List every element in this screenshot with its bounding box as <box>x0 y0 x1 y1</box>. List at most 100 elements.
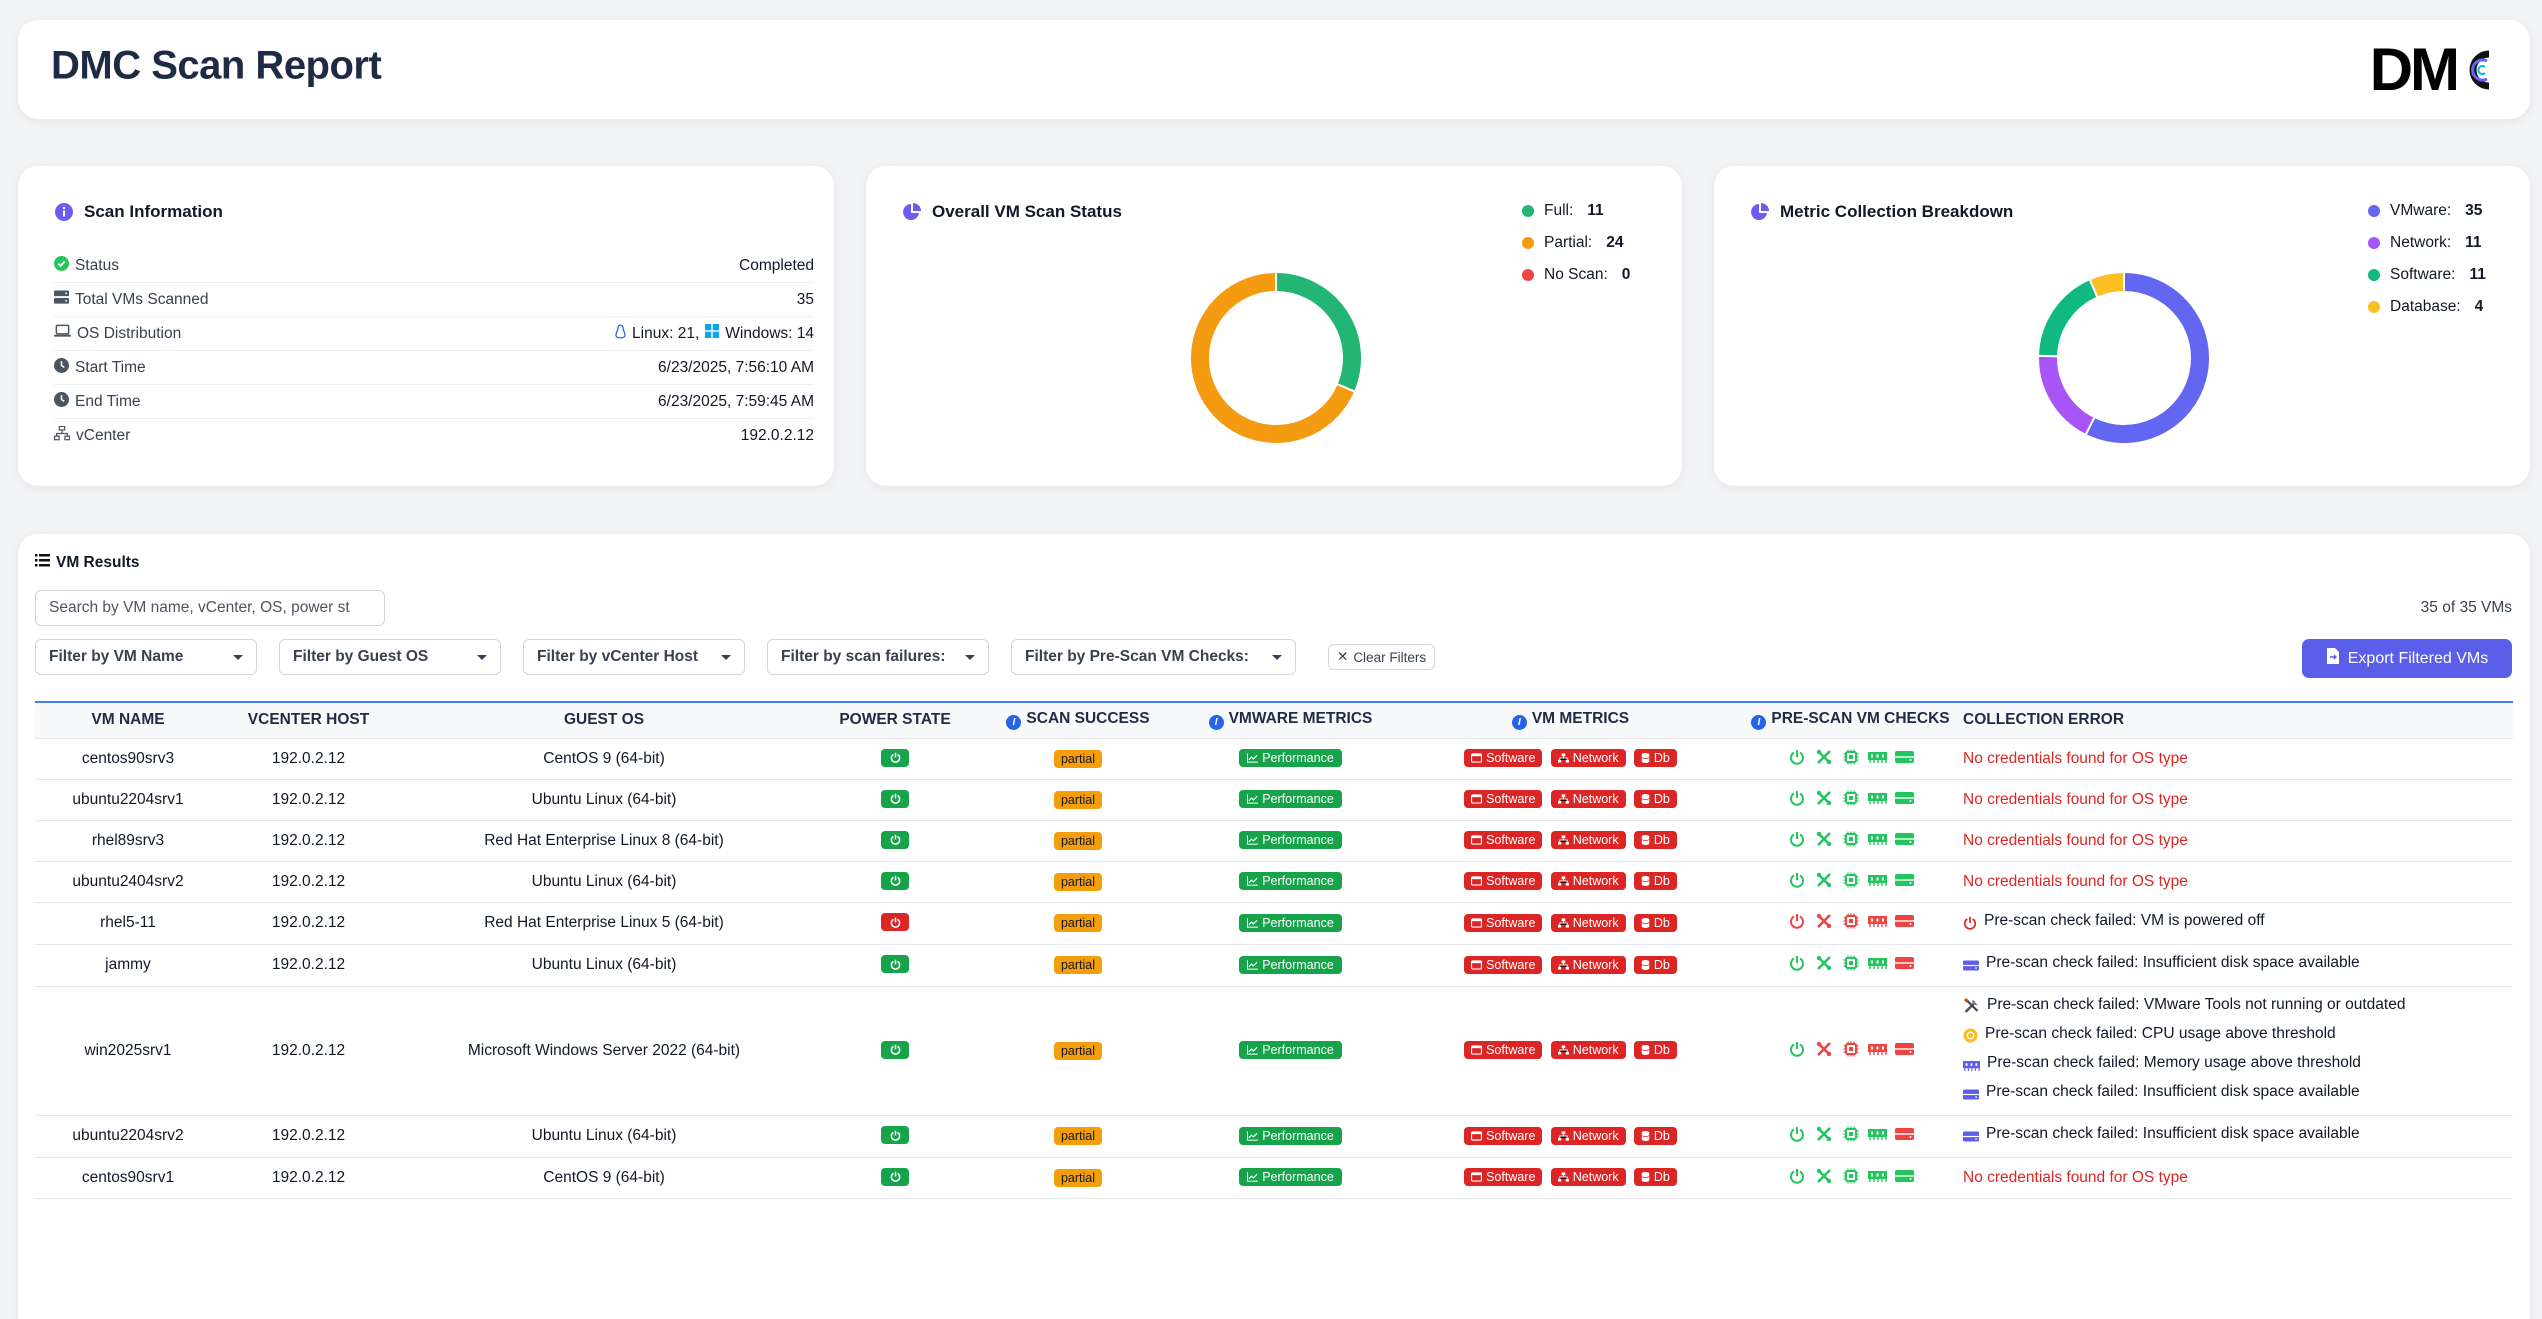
tools-check-icon <box>1814 954 1834 972</box>
vm-search-input[interactable] <box>35 590 385 626</box>
donut-slice-database[interactable] <box>2088 270 2125 299</box>
power-icon <box>890 1044 900 1056</box>
vmware-metrics-cell: Performance <box>1178 944 1403 987</box>
database-icon <box>1641 917 1650 928</box>
collection-error-cell: Pre-scan check failed: VM is powered off <box>1963 902 2513 945</box>
column-header-guest-os[interactable]: Guest OS <box>396 702 812 739</box>
database-icon <box>1641 794 1650 804</box>
info-icon[interactable]: i <box>1208 715 1224 731</box>
column-header-vcenter-host[interactable]: vCenter Host <box>221 702 396 739</box>
db-badge: Db <box>1633 1168 1677 1186</box>
column-header-scan-success[interactable]: i Scan Success <box>978 702 1178 739</box>
chart-line-icon <box>1247 835 1259 845</box>
table-row[interactable]: ubuntu2204srv2 192.0.2.12 Ubuntu Linux (… <box>35 1115 2513 1158</box>
filter-pre-scan-checks[interactable]: Filter by Pre-Scan VM Checks: <box>1011 639 1296 675</box>
filter-vcenter-host[interactable]: Filter by vCenter Host <box>523 639 745 675</box>
power-state-badge <box>881 955 909 974</box>
collection-error-text: No credentials found for OS type <box>1963 749 2188 767</box>
memory-check-icon <box>1868 954 1888 972</box>
chart-line-icon <box>1247 1172 1259 1182</box>
vm-name-cell: ubuntu2204srv2 <box>35 1115 221 1158</box>
donut-slice-partial[interactable] <box>1189 270 1357 445</box>
table-row[interactable]: win2025srv1 192.0.2.12 Microsoft Windows… <box>35 986 2513 1116</box>
donut-slice-full[interactable] <box>1275 270 1363 394</box>
column-header-collection-error[interactable]: Collection Error <box>1963 702 2513 739</box>
caret-down-icon <box>965 654 975 660</box>
vmware-metrics-cell: Performance <box>1178 861 1403 903</box>
window-icon <box>1471 1130 1483 1141</box>
db-badge: Db <box>1633 913 1677 932</box>
column-header-power-state[interactable]: Power State <box>812 702 978 739</box>
filter-guest-os[interactable]: Filter by Guest OS <box>279 639 501 675</box>
close-icon: ✕ <box>1337 649 1349 664</box>
donut-slice-vmware[interactable] <box>2084 270 2211 445</box>
table-row[interactable]: rhel5-11 192.0.2.12 Red Hat Enterprise L… <box>35 902 2513 945</box>
software-badge: Software <box>1464 872 1543 890</box>
filter-scan-failures[interactable]: Filter by scan failures: <box>767 639 989 675</box>
column-header-vm-metrics[interactable]: i VM Metrics <box>1403 702 1738 739</box>
performance-badge: Performance <box>1239 1168 1342 1186</box>
legend-item-partial: Partial: 24 <box>1522 227 1630 259</box>
info-icon[interactable]: i <box>1751 715 1767 731</box>
collection-error-text: No credentials found for OS type <box>1963 872 2188 890</box>
info-row-vcenter: vCenter 192.0.2.12 <box>53 419 814 453</box>
performance-badge: Performance <box>1239 1041 1342 1059</box>
column-header-vm-name[interactable]: VM Name <box>35 702 221 739</box>
caret-down-icon <box>1272 654 1282 660</box>
power-off-icon <box>1963 914 1977 938</box>
info-icon[interactable]: i <box>1511 715 1527 731</box>
info-icon[interactable]: i <box>1006 715 1022 731</box>
guest-os-cell: Red Hat Enterprise Linux 5 (64-bit) <box>396 902 812 945</box>
hdd-icon <box>1963 956 1979 980</box>
clear-filters-button[interactable]: ✕ Clear Filters <box>1328 644 1436 670</box>
network-badge: Network <box>1550 913 1626 932</box>
clock-icon <box>54 357 69 378</box>
database-icon <box>1641 753 1650 763</box>
memory-check-icon <box>1868 912 1888 930</box>
pre-scan-failure-text: Pre-scan check failed: Memory usage abov… <box>1987 1053 2361 1071</box>
cpu-check-icon <box>1841 789 1861 807</box>
guest-os-cell: Ubuntu Linux (64-bit) <box>396 944 812 987</box>
scan-success-cell: partial <box>978 944 1178 987</box>
table-row[interactable]: centos90srv3 192.0.2.12 CentOS 9 (64-bit… <box>35 738 2513 780</box>
column-header-pre-scan-checks[interactable]: i Pre-Scan VM Checks <box>1738 702 1963 739</box>
performance-badge: Performance <box>1239 1126 1342 1145</box>
pre-scan-checks-cell <box>1738 820 1963 862</box>
performance-badge: Performance <box>1239 955 1342 974</box>
collection-error-cell: No credentials found for OS type <box>1963 738 2513 780</box>
pre-scan-failure-text: Pre-scan check failed: Insufficient disk… <box>1986 1082 2360 1100</box>
cpu-check-icon <box>1841 1040 1861 1058</box>
column-header-vmware-metrics[interactable]: i VMware Metrics <box>1178 702 1403 739</box>
vm-results-table: VM Name vCenter Host Guest OS Power Stat… <box>35 701 2513 1199</box>
table-row[interactable]: ubuntu2204srv1 192.0.2.12 Ubuntu Linux (… <box>35 779 2513 821</box>
tools-check-icon <box>1814 1167 1834 1185</box>
disk-check-icon <box>1895 912 1915 930</box>
collection-error-cell: Pre-scan check failed: Insufficient disk… <box>1963 1115 2513 1158</box>
network-icon <box>1557 794 1569 804</box>
table-header-row: VM Name vCenter Host Guest OS Power Stat… <box>35 702 2513 739</box>
power-state-cell <box>812 944 978 987</box>
software-badge: Software <box>1464 913 1543 932</box>
disk-check-icon <box>1895 1125 1915 1143</box>
disk-check-icon <box>1895 830 1915 848</box>
start-time-label: Start Time <box>75 358 146 376</box>
donut-slice-software[interactable] <box>2037 277 2099 358</box>
table-row[interactable]: ubuntu2404srv2 192.0.2.12 Ubuntu Linux (… <box>35 861 2513 903</box>
scan-success-cell: partial <box>978 861 1178 903</box>
export-filtered-vms-button[interactable]: Export Filtered VMs <box>2302 639 2512 678</box>
filter-vm-name[interactable]: Filter by VM Name <box>35 639 257 675</box>
disk-check-icon <box>1895 954 1915 972</box>
info-row-end-time: End Time 6/23/2025, 7:59:45 AM <box>54 385 814 419</box>
table-row[interactable]: jammy 192.0.2.12 Ubuntu Linux (64-bit) p… <box>35 944 2513 987</box>
vm-metrics-cell: Software Network Db <box>1403 779 1738 821</box>
table-row[interactable]: centos90srv1 192.0.2.12 CentOS 9 (64-bit… <box>35 1157 2513 1199</box>
table-row[interactable]: rhel89srv3 192.0.2.12 Red Hat Enterprise… <box>35 820 2513 862</box>
pre-scan-checks-cell <box>1738 861 1963 903</box>
legend-item-full: Full: 11 <box>1522 195 1630 227</box>
vcenter-host-cell: 192.0.2.12 <box>221 944 396 987</box>
database-icon <box>1641 876 1650 886</box>
memory-check-icon <box>1868 1040 1888 1058</box>
cpu-check-icon <box>1841 748 1861 766</box>
vm-results-card: VM Results 35 of 35 VMs Filter by VM Nam… <box>18 534 2530 1319</box>
donut-slice-network[interactable] <box>2037 354 2096 437</box>
